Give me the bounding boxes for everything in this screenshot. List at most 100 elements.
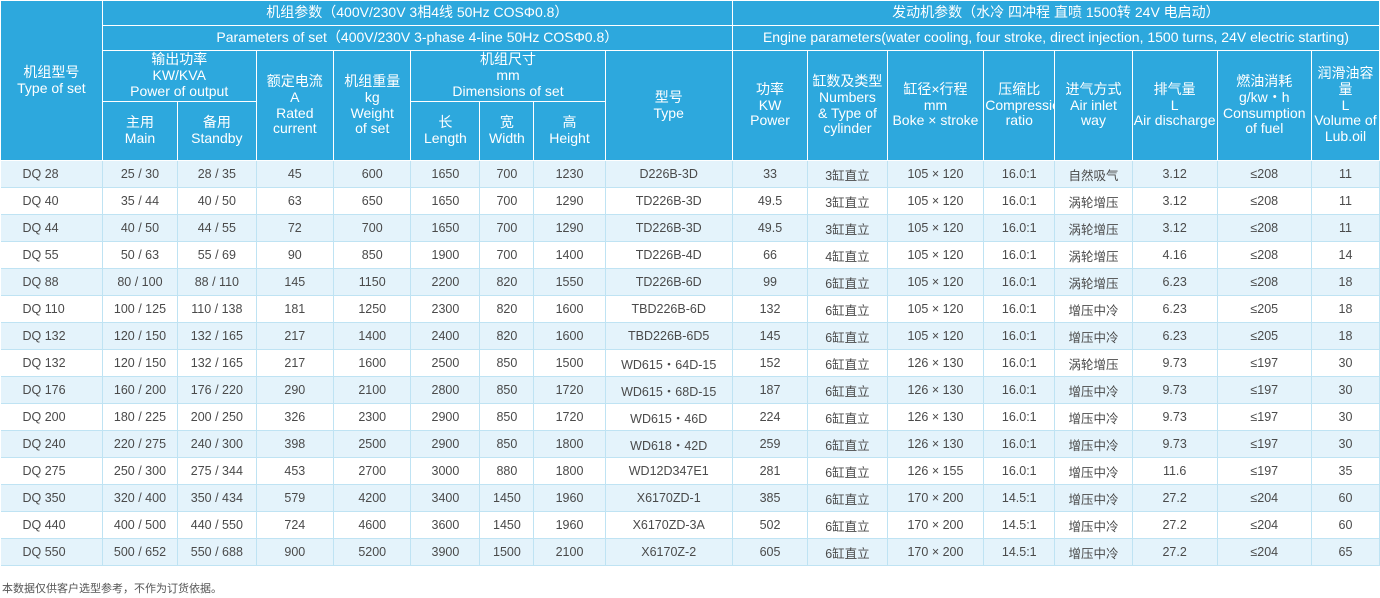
cell-engine-power: 49.5 [732, 187, 809, 215]
table-row: DQ 200 180 / 225 200 / 250 326 2300 2900 850 17… [0, 403, 1380, 431]
cell-air-inlet: 涡轮增压 [1054, 241, 1133, 269]
header-set-type: 机组型号 Type of set [0, 0, 103, 161]
cell-engine-power: 152 [732, 349, 809, 377]
cell-length: 3900 [410, 538, 481, 566]
cell-cylinders: 3缸直立 [807, 214, 888, 242]
header-engine-params-cn: 发动机参数（水冷 四冲程 直喷 1500转 24V 电启动） [731, 0, 1380, 26]
header-rated-current: 额定电流 A Rated current [255, 50, 335, 161]
generator-spec-table: 机组型号 Type of set 机组参数（400V/230V 3相4线 50Hz… [0, 0, 1380, 566]
cell-engine-power: 224 [732, 403, 809, 431]
cell-weight: 2500 [333, 430, 412, 458]
cell-height: 1230 [533, 160, 606, 188]
cell-compression-ratio: 14.5:1 [983, 538, 1056, 566]
cell-bore-stroke: 170 × 200 [887, 538, 985, 566]
header-cylinders: 缸数及类型 Numbers & Type of cylinder [807, 50, 888, 161]
cell-height: 1290 [533, 214, 606, 242]
cell-fuel-consumption: ≤208 [1217, 160, 1312, 188]
cell-cylinders: 6缸直立 [807, 295, 888, 323]
cell-standby-power: 88 / 110 [177, 268, 257, 296]
cell-bore-stroke: 105 × 120 [887, 214, 985, 242]
cell-width: 1450 [479, 484, 535, 512]
cell-lube-volume: 11 [1311, 214, 1380, 242]
cell-main-power: 80 / 100 [102, 268, 179, 296]
cell-width: 850 [479, 349, 535, 377]
cell-engine-model: X6170ZD-3A [605, 511, 733, 539]
cell-cylinders: 6缸直立 [807, 349, 888, 377]
cell-air-discharge: 9.73 [1132, 430, 1218, 458]
cell-height: 1550 [533, 268, 606, 296]
cell-weight: 1250 [333, 295, 412, 323]
cell-rated-current: 579 [256, 484, 335, 512]
cell-air-inlet: 增压中冷 [1054, 484, 1133, 512]
cell-weight: 700 [333, 214, 412, 242]
cell-main-power: 25 / 30 [102, 160, 179, 188]
header-power: 功率 KW Power [731, 50, 809, 161]
cell-compression-ratio: 16.0:1 [983, 349, 1056, 377]
cell-compression-ratio: 16.0:1 [983, 457, 1056, 485]
cell-bore-stroke: 105 × 120 [887, 322, 985, 350]
cell-cylinders: 4缸直立 [807, 241, 888, 269]
cell-cylinders: 6缸直立 [807, 538, 888, 566]
table-row: DQ 28 25 / 30 28 / 35 45 600 1650 700 1230 D226B… [0, 160, 1380, 188]
cell-weight: 650 [333, 187, 412, 215]
cell-standby-power: 550 / 688 [177, 538, 257, 566]
cell-weight: 4200 [333, 484, 412, 512]
cell-cylinders: 6缸直立 [807, 484, 888, 512]
cell-width: 820 [479, 295, 535, 323]
cell-set-type: DQ 240 [0, 430, 103, 458]
cell-engine-model: WD618・42D [605, 430, 733, 458]
cell-engine-power: 605 [732, 538, 809, 566]
cell-compression-ratio: 16.0:1 [983, 295, 1056, 323]
cell-engine-model: TD226B-6D [605, 268, 733, 296]
cell-compression-ratio: 16.0:1 [983, 268, 1056, 296]
cell-rated-current: 145 [256, 268, 335, 296]
cell-set-type: DQ 275 [0, 457, 103, 485]
cell-compression-ratio: 16.0:1 [983, 241, 1056, 269]
table-row: DQ 440 400 / 500 440 / 550 724 4600 3600 1450 1… [0, 511, 1380, 539]
cell-compression-ratio: 14.5:1 [983, 484, 1056, 512]
cell-weight: 1600 [333, 349, 412, 377]
header-weight: 机组重量 kg Weight of set [333, 50, 412, 161]
cell-air-inlet: 涡轮增压 [1054, 268, 1133, 296]
cell-height: 1600 [533, 322, 606, 350]
header-standby: 备用 Standby [177, 101, 257, 161]
cell-air-discharge: 4.16 [1132, 241, 1218, 269]
cell-cylinders: 6缸直立 [807, 322, 888, 350]
cell-rated-current: 90 [256, 241, 335, 269]
cell-weight: 2100 [333, 376, 412, 404]
cell-engine-power: 66 [732, 241, 809, 269]
cell-weight: 5200 [333, 538, 412, 566]
cell-engine-model: TD226B-3D [605, 214, 733, 242]
header-model: 型号 Type [604, 50, 733, 161]
cell-engine-model: X6170ZD-1 [605, 484, 733, 512]
cell-weight: 2300 [333, 403, 412, 431]
cell-lube-volume: 11 [1311, 187, 1380, 215]
cell-standby-power: 110 / 138 [177, 295, 257, 323]
cell-air-inlet: 增压中冷 [1054, 511, 1133, 539]
cell-height: 1960 [533, 511, 606, 539]
cell-set-type: DQ 28 [0, 160, 103, 188]
cell-fuel-consumption: ≤204 [1217, 484, 1312, 512]
cell-width: 850 [479, 376, 535, 404]
cell-set-type: DQ 350 [0, 484, 103, 512]
cell-fuel-consumption: ≤197 [1217, 376, 1312, 404]
cell-rated-current: 181 [256, 295, 335, 323]
cell-rated-current: 72 [256, 214, 335, 242]
cell-width: 700 [479, 160, 535, 188]
cell-width: 700 [479, 214, 535, 242]
cell-rated-current: 326 [256, 403, 335, 431]
cell-lube-volume: 18 [1311, 295, 1380, 323]
cell-bore-stroke: 170 × 200 [887, 511, 985, 539]
cell-width: 700 [479, 187, 535, 215]
cell-width: 850 [479, 403, 535, 431]
cell-fuel-consumption: ≤208 [1217, 268, 1312, 296]
cell-air-inlet: 增压中冷 [1054, 295, 1133, 323]
cell-set-type: DQ 110 [0, 295, 103, 323]
header-power-output: 输出功率 KW/KVA Power of output [101, 50, 257, 102]
cell-height: 1400 [533, 241, 606, 269]
table-row: DQ 40 35 / 44 40 / 50 63 650 1650 700 1290 TD226… [0, 187, 1380, 215]
cell-compression-ratio: 16.0:1 [983, 160, 1056, 188]
cell-standby-power: 240 / 300 [177, 430, 257, 458]
cell-lube-volume: 35 [1311, 457, 1380, 485]
cell-fuel-consumption: ≤197 [1217, 349, 1312, 377]
